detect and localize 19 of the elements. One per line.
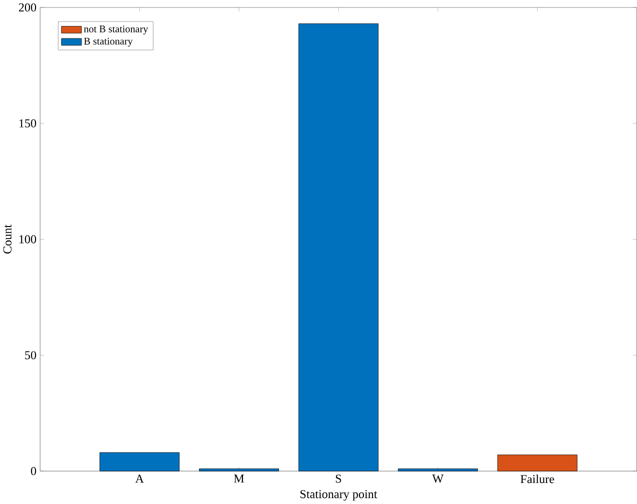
legend-label: B stationary bbox=[84, 38, 133, 47]
bar bbox=[100, 452, 180, 472]
y-axis-title: Count bbox=[3, 224, 12, 254]
x-tick-label: W bbox=[432, 474, 444, 483]
x-tick-label: S bbox=[336, 474, 342, 483]
bar bbox=[298, 23, 378, 472]
y-tick-label: 100 bbox=[19, 235, 36, 244]
bar bbox=[199, 468, 279, 472]
x-tick-label: Failure bbox=[520, 474, 554, 484]
legend-label: not B stationary bbox=[84, 26, 148, 34]
y-tick-label: 50 bbox=[25, 351, 36, 360]
x-axis-title: Stationary point bbox=[300, 490, 378, 501]
y-tick-label: 0 bbox=[30, 466, 36, 476]
x-tick-label: A bbox=[135, 474, 144, 483]
y-tick-label: 150 bbox=[19, 119, 36, 128]
bar bbox=[398, 468, 478, 472]
x-tick-label: M bbox=[234, 474, 244, 483]
bar bbox=[497, 454, 578, 472]
y-tick-label: 200 bbox=[18, 3, 36, 12]
